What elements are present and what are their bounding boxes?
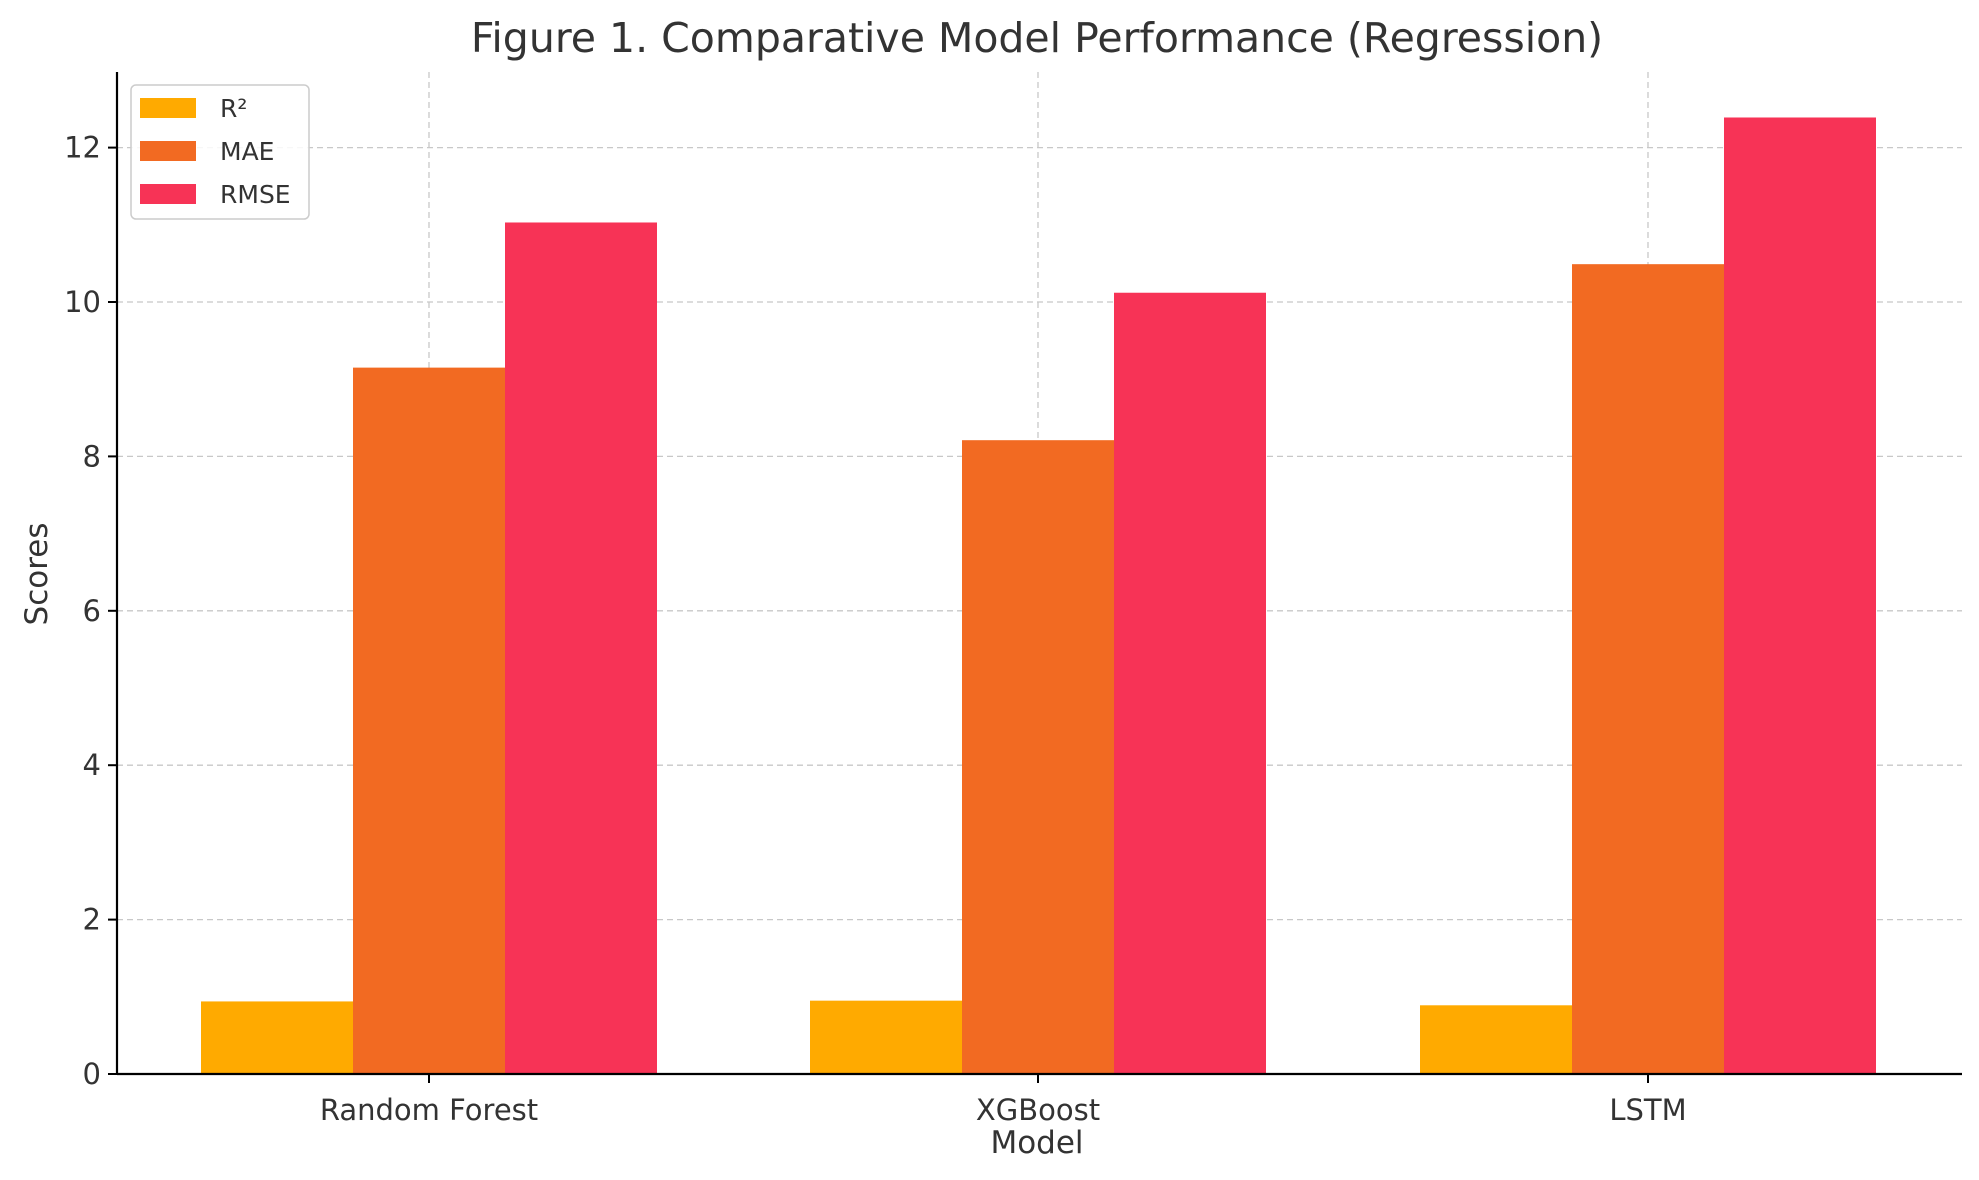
- x-axis-label: Model: [990, 1125, 1083, 1161]
- bar-r-1: [810, 1000, 962, 1074]
- y-ticks: 0 2 4 6 8 10 12: [64, 131, 117, 1091]
- bar-mae-0: [353, 367, 505, 1074]
- legend-label: R²: [220, 94, 247, 123]
- legend-swatch: [140, 141, 196, 161]
- y-axis-label: Scores: [19, 523, 55, 626]
- y-tick-label: 8: [83, 439, 101, 473]
- bar-mae-1: [962, 440, 1114, 1074]
- x-ticks: Random Forest XGBoost LSTM: [320, 1074, 1687, 1127]
- legend-label: RMSE: [220, 180, 291, 209]
- legend-swatch: [140, 184, 196, 204]
- chart-title: Figure 1. Comparative Model Performance …: [471, 14, 1603, 62]
- x-tick-label: Random Forest: [320, 1093, 538, 1127]
- y-tick-label: 10: [64, 285, 101, 319]
- bar-r-0: [201, 1001, 353, 1074]
- y-tick-label: 6: [83, 594, 101, 628]
- x-tick-label: XGBoost: [976, 1093, 1100, 1127]
- bar-rmse-2: [1724, 117, 1876, 1074]
- y-tick-label: 0: [83, 1057, 101, 1091]
- legend: R² MAE RMSE: [130, 84, 310, 220]
- bars: [201, 117, 1876, 1075]
- y-tick-label: 2: [83, 903, 101, 937]
- bar-rmse-0: [505, 222, 657, 1074]
- x-tick-label: LSTM: [1609, 1093, 1686, 1127]
- y-tick-label: 4: [83, 748, 101, 782]
- bar-mae-2: [1572, 264, 1724, 1074]
- y-tick-label: 12: [64, 131, 101, 165]
- axes: [115, 72, 1962, 1076]
- bar-rmse-1: [1114, 292, 1266, 1075]
- bar-r-2: [1420, 1005, 1572, 1074]
- legend-swatch: [140, 98, 196, 118]
- legend-label: MAE: [220, 137, 274, 166]
